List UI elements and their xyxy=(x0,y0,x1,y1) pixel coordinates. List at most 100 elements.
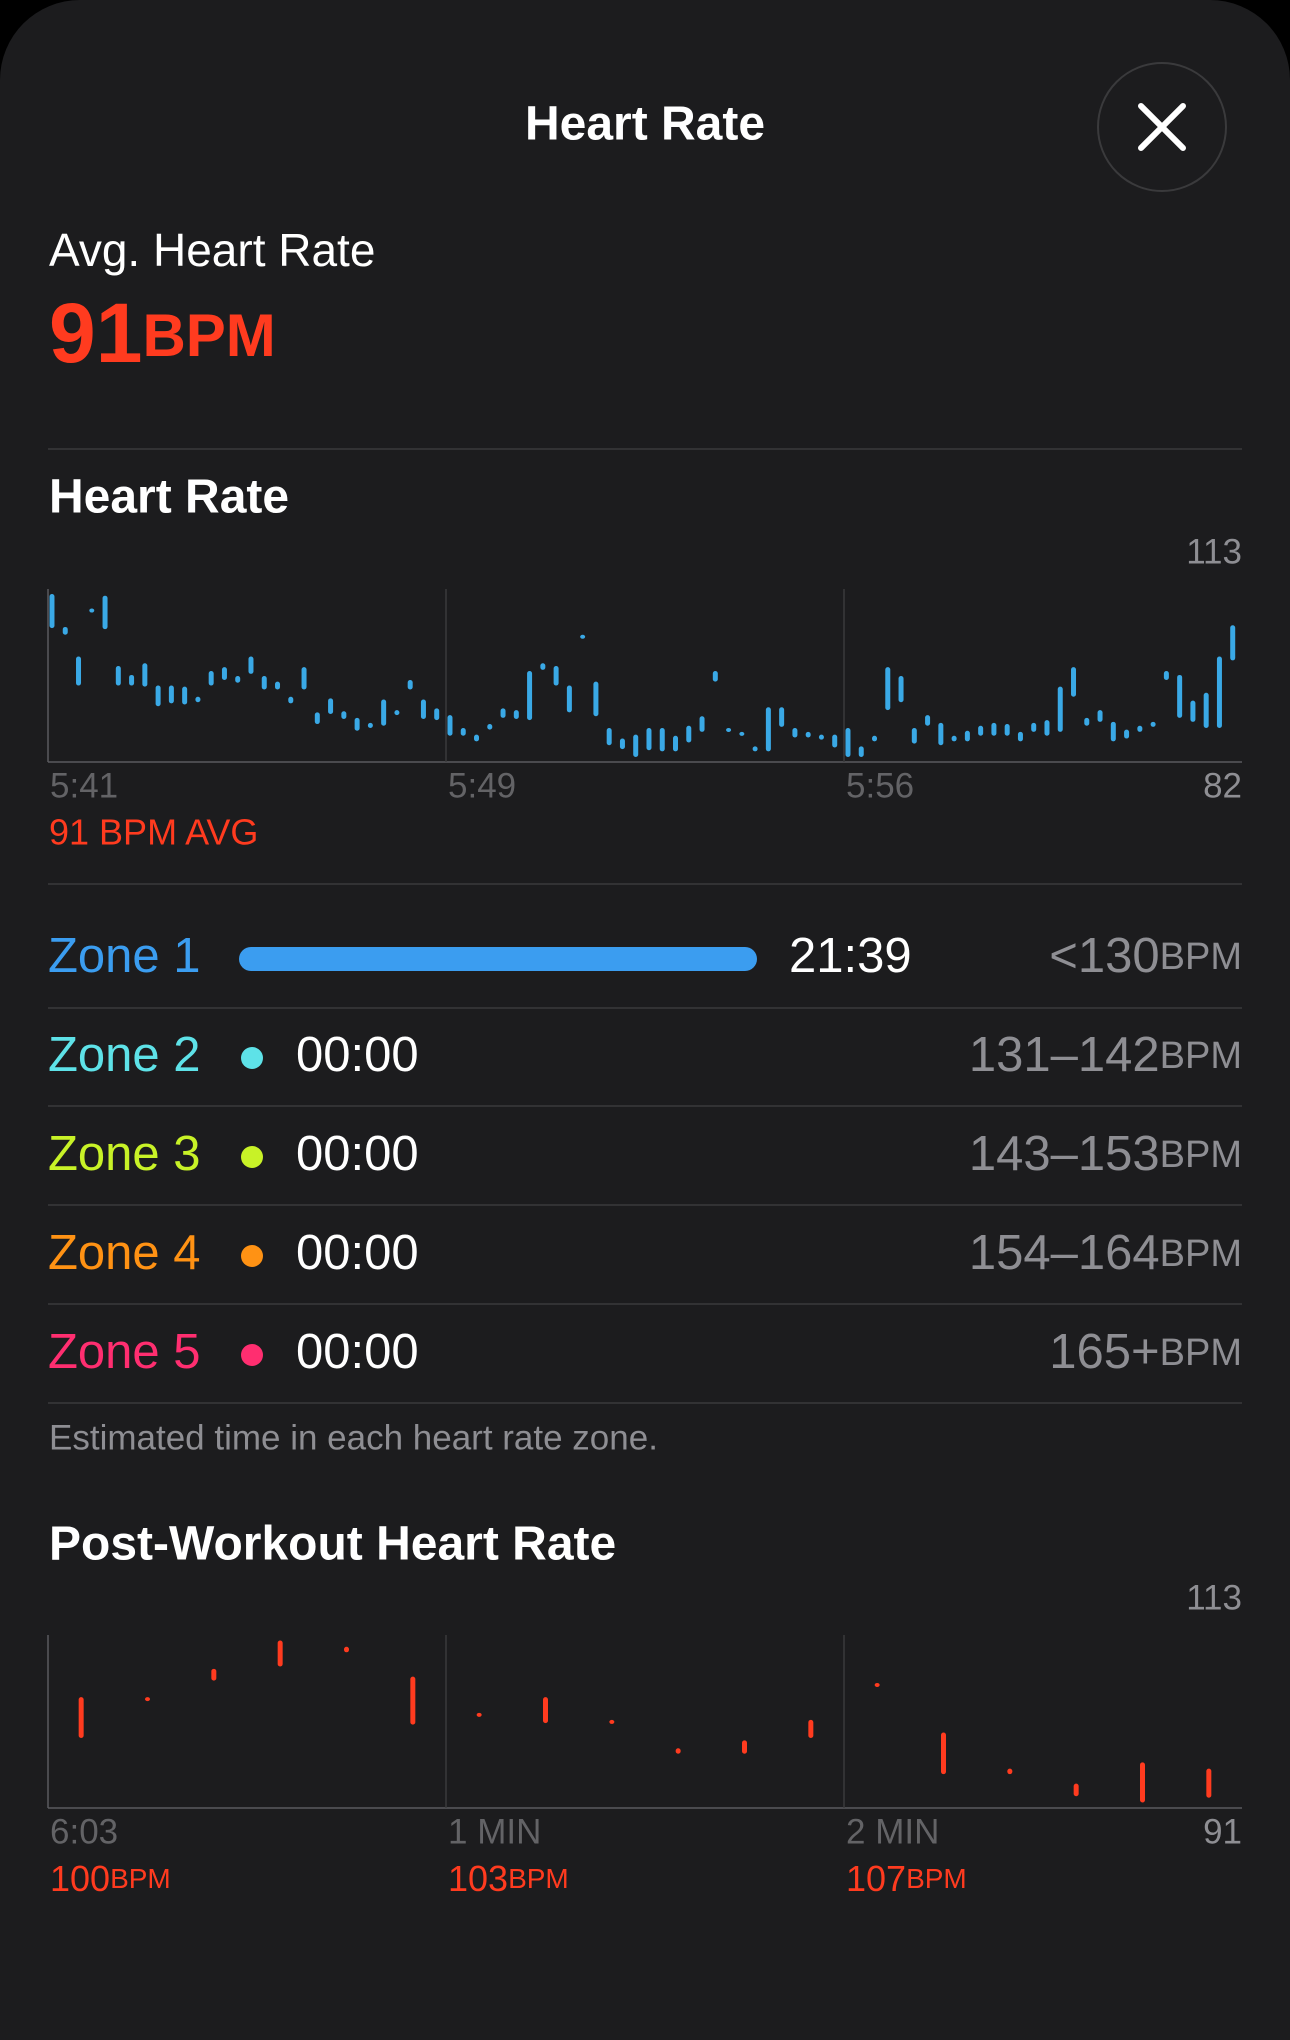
range-bar xyxy=(248,656,254,674)
close-button[interactable] xyxy=(1097,62,1227,192)
range-bar xyxy=(566,685,572,713)
x-tick-label: 2 MIN xyxy=(846,1812,939,1851)
y-tick-label: 113 xyxy=(1186,532,1242,571)
zone-time: 00:00 xyxy=(296,1226,419,1280)
zone-name: Zone 5 xyxy=(48,1325,201,1379)
range-bar xyxy=(609,1719,615,1724)
range-bar xyxy=(925,715,931,726)
range-bar xyxy=(1216,656,1222,728)
avg-label: Avg. Heart Rate xyxy=(49,224,375,276)
range-bar xyxy=(1190,700,1196,722)
y-tick-label: 82 xyxy=(1203,766,1242,805)
range-bar xyxy=(673,735,679,752)
y-tick-label: 113 xyxy=(1186,1578,1242,1617)
range-bar xyxy=(49,594,55,629)
zone-range: 143–153BPM xyxy=(969,1127,1242,1181)
range-bar xyxy=(78,1697,84,1739)
close-icon[interactable] xyxy=(1138,103,1186,151)
range-bar xyxy=(686,725,692,743)
range-bar xyxy=(235,676,241,683)
zone-dot xyxy=(241,1047,263,1069)
range-bar xyxy=(1163,671,1169,680)
range-bar xyxy=(1071,667,1077,697)
range-bar xyxy=(221,667,227,680)
range-bar xyxy=(208,671,214,686)
range-bar xyxy=(1177,674,1183,718)
zone-name: Zone 3 xyxy=(48,1127,201,1181)
minute-average: 103BPM xyxy=(448,1858,569,1899)
zone-dot xyxy=(241,1146,263,1168)
zone-range: 154–164BPM xyxy=(969,1226,1242,1280)
range-bar xyxy=(1206,1768,1212,1798)
zone-bar xyxy=(239,947,757,971)
range-bar xyxy=(1230,625,1236,661)
range-bar xyxy=(553,666,559,686)
range-bar xyxy=(872,735,878,742)
range-bar xyxy=(540,663,546,670)
zone-range: 165+BPM xyxy=(1049,1325,1242,1379)
range-bar xyxy=(991,722,997,736)
minute-average-unit: BPM xyxy=(906,1863,967,1894)
range-bar xyxy=(288,696,294,704)
x-tick-label: 5:49 xyxy=(448,766,516,805)
range-bar xyxy=(941,1732,946,1775)
range-bar xyxy=(168,685,174,704)
avg-unit: BPM xyxy=(142,302,275,369)
range-bar xyxy=(726,727,732,732)
minute-average: 100BPM xyxy=(50,1858,171,1899)
minute-average-unit: BPM xyxy=(110,1863,171,1894)
range-bar xyxy=(898,676,904,703)
avg-number: 91 xyxy=(49,286,142,380)
range-bar xyxy=(195,696,201,703)
range-bar xyxy=(619,738,625,750)
x-tick-label: 1 MIN xyxy=(448,1812,541,1851)
range-bar xyxy=(211,1668,217,1681)
zone-time: 00:00 xyxy=(296,1127,419,1181)
minute-average-value: 103 xyxy=(448,1858,508,1899)
range-bar xyxy=(1124,729,1130,739)
zone-time: 00:00 xyxy=(296,1028,419,1082)
zone-dot xyxy=(241,1344,263,1366)
range-bar xyxy=(367,722,373,728)
zone-range-value: 165+ xyxy=(1049,1325,1159,1379)
zone-range: <130BPM xyxy=(1049,929,1242,983)
minute-average-value: 100 xyxy=(50,1858,110,1899)
range-bar xyxy=(275,681,281,690)
x-tick-label: 5:56 xyxy=(846,766,914,805)
range-bar xyxy=(885,667,891,711)
range-bar xyxy=(341,711,347,720)
range-bar xyxy=(76,656,82,686)
zone-time: 21:39 xyxy=(789,929,912,983)
zone-dot xyxy=(241,1245,263,1267)
range-bar xyxy=(1084,717,1090,726)
range-bar xyxy=(102,595,108,630)
range-bar xyxy=(1150,721,1156,727)
zone-range-unit: BPM xyxy=(1160,1332,1242,1374)
range-bar xyxy=(1057,686,1063,732)
range-bar xyxy=(818,734,824,740)
range-bar xyxy=(858,746,864,757)
range-bar xyxy=(646,727,652,751)
range-bar xyxy=(1017,731,1023,742)
range-bar xyxy=(474,734,480,742)
range-bar xyxy=(487,724,493,730)
minute-average: 107BPM xyxy=(846,1858,967,1899)
range-bar xyxy=(513,710,519,720)
range-bar xyxy=(938,722,944,746)
range-bar xyxy=(394,710,400,716)
range-bar xyxy=(606,727,612,746)
range-bar xyxy=(407,679,413,690)
range-bar xyxy=(354,717,360,731)
range-bar xyxy=(580,634,586,639)
range-bar xyxy=(1097,710,1103,722)
range-bar xyxy=(142,663,148,687)
minute-average-unit: BPM xyxy=(508,1863,569,1894)
minute-average-value: 107 xyxy=(846,1858,906,1899)
range-bar xyxy=(779,707,785,727)
zone-name: Zone 4 xyxy=(48,1226,201,1280)
range-bar xyxy=(182,686,188,705)
range-bar xyxy=(978,725,984,736)
